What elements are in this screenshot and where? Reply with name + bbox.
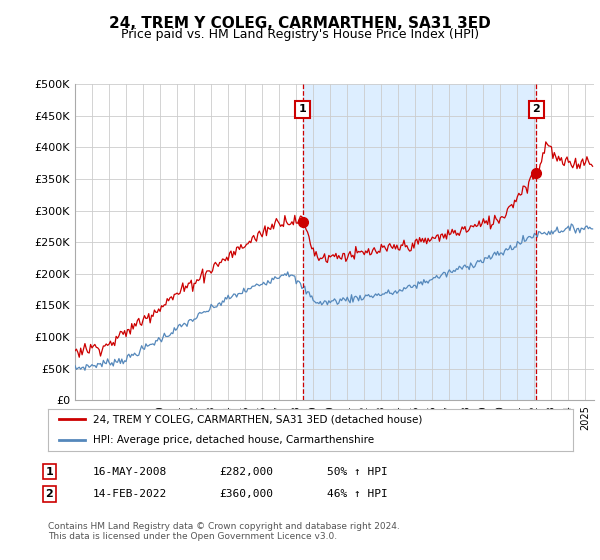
Text: HPI: Average price, detached house, Carmarthenshire: HPI: Average price, detached house, Carm… [92, 435, 374, 445]
Text: Price paid vs. HM Land Registry's House Price Index (HPI): Price paid vs. HM Land Registry's House … [121, 28, 479, 41]
Text: 1: 1 [299, 104, 307, 114]
Text: 24, TREM Y COLEG, CARMARTHEN, SA31 3ED: 24, TREM Y COLEG, CARMARTHEN, SA31 3ED [109, 16, 491, 31]
Text: 1: 1 [46, 466, 53, 477]
Bar [302, 84, 536, 400]
Text: 16-MAY-2008: 16-MAY-2008 [93, 466, 167, 477]
Text: 24, TREM Y COLEG, CARMARTHEN, SA31 3ED (detached house): 24, TREM Y COLEG, CARMARTHEN, SA31 3ED (… [92, 414, 422, 424]
Text: £282,000: £282,000 [219, 466, 273, 477]
Text: 2: 2 [533, 104, 541, 114]
Text: 2: 2 [46, 489, 53, 499]
Text: 14-FEB-2022: 14-FEB-2022 [93, 489, 167, 499]
Text: £360,000: £360,000 [219, 489, 273, 499]
Text: 46% ↑ HPI: 46% ↑ HPI [327, 489, 388, 499]
Text: Contains HM Land Registry data © Crown copyright and database right 2024.
This d: Contains HM Land Registry data © Crown c… [48, 522, 400, 542]
Text: 50% ↑ HPI: 50% ↑ HPI [327, 466, 388, 477]
